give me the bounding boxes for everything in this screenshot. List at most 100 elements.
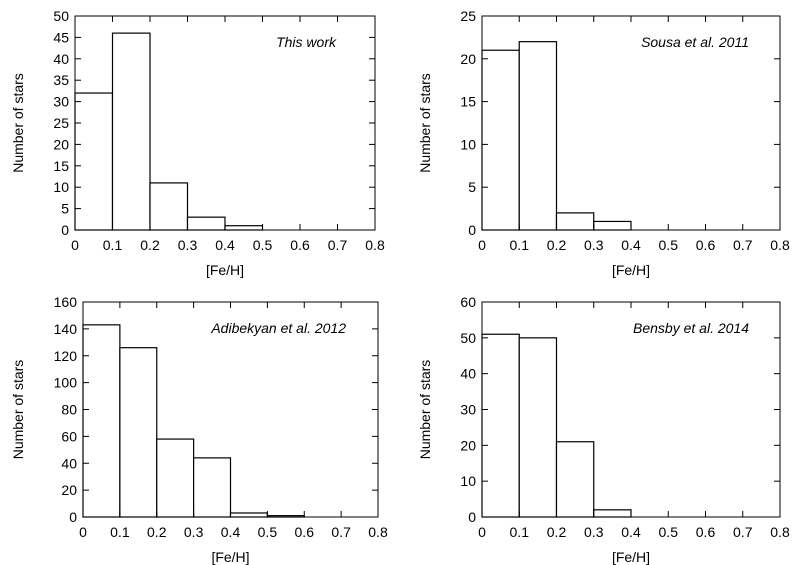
- x-tick-label: 0.8: [770, 237, 790, 253]
- histogram-bar: [229, 512, 268, 518]
- panel-adibekyan-2012: 0 0.1 0.2 0.3 0.4 0.5 0.6 0.7 0.8 0 20 40 60 80 100 120…: [10, 294, 388, 565]
- y-axis-title: Number of stars: [10, 73, 26, 173]
- x-tick-label: 0.2: [547, 237, 567, 253]
- x-tick-label: 0.5: [258, 524, 278, 540]
- histogram-bar: [156, 438, 195, 518]
- y-tick-label: 45: [53, 29, 69, 45]
- y-tick-label: 25: [460, 8, 476, 24]
- x-tick-label: 0.8: [365, 237, 385, 253]
- y-tick-label: 140: [54, 321, 78, 337]
- x-tick-label: 0: [478, 237, 486, 253]
- y-tick-label: 80: [61, 402, 77, 418]
- x-tick-label: 0.4: [221, 524, 241, 540]
- x-tick-label: 0.6: [295, 524, 315, 540]
- y-tick-label: 35: [53, 72, 69, 88]
- x-tick-label: 0.6: [290, 237, 310, 253]
- y-tick-label: 0: [468, 222, 476, 238]
- y-tick-label: 15: [460, 94, 476, 110]
- x-tick-label: 0.1: [103, 237, 123, 253]
- histogram-bar: [224, 225, 264, 231]
- y-tick-label: 20: [460, 51, 476, 67]
- x-tick-label: 0.8: [368, 524, 388, 540]
- y-tick-label: 40: [61, 455, 77, 471]
- panel-annotation: Adibekyan et al. 2012: [210, 320, 346, 336]
- x-tick-label: 0.4: [215, 237, 235, 253]
- panel-this-work: 0 0.1 0.2 0.3 0.4 0.5 0.6 0.7 0.8 0 5 10 15 20 25 30 35 4…: [10, 8, 385, 278]
- y-tick-label: 30: [460, 402, 476, 418]
- x-tick-label: 0.8: [770, 524, 790, 540]
- y-tick-label: 25: [53, 115, 69, 131]
- x-tick-label: 0.5: [659, 237, 679, 253]
- histogram-bar: [119, 347, 158, 518]
- y-tick-label: 120: [54, 348, 78, 364]
- y-tick-label: 50: [53, 8, 69, 24]
- histogram-bar: [193, 457, 232, 518]
- histogram-bar: [555, 212, 595, 231]
- histogram-bar: [593, 509, 632, 518]
- x-tick-label: 0.1: [110, 524, 130, 540]
- histogram-bar: [518, 41, 558, 231]
- x-axis-title: [Fe/H]: [612, 262, 650, 278]
- x-tick-label: 0.5: [253, 237, 273, 253]
- y-tick-label: 20: [460, 437, 476, 453]
- x-tick-label: 0.1: [510, 524, 530, 540]
- y-tick-label: 20: [53, 136, 69, 152]
- panel-annotation: Sousa et al. 2011: [641, 34, 749, 50]
- histogram-bar: [186, 216, 226, 231]
- y-tick-label: 0: [69, 509, 77, 525]
- panel-annotation: Bensby et al. 2014: [633, 320, 749, 336]
- x-tick-label: 0: [478, 524, 486, 540]
- histogram-bar: [555, 441, 595, 518]
- x-tick-label: 0.7: [733, 524, 753, 540]
- x-tick-label: 0: [71, 237, 79, 253]
- histogram-bar: [111, 32, 151, 231]
- histogram-bar: [593, 220, 632, 231]
- x-tick-label: 0.5: [659, 524, 679, 540]
- panel-annotation: This work: [276, 34, 337, 50]
- y-tick-label: 60: [61, 428, 77, 444]
- y-tick-label: 160: [54, 294, 78, 310]
- y-tick-label: 15: [53, 158, 69, 174]
- y-axis-title: Number of stars: [417, 73, 433, 173]
- y-tick-label: 0: [468, 509, 476, 525]
- y-tick-label: 50: [460, 330, 476, 346]
- y-tick-label: 10: [460, 473, 476, 489]
- x-axis-title: [Fe/H]: [206, 262, 244, 278]
- y-axis-title: Number of stars: [417, 360, 433, 460]
- histogram-bar: [74, 92, 114, 231]
- y-tick-label: 60: [460, 294, 476, 310]
- x-tick-label: 0.3: [184, 524, 204, 540]
- x-tick-label: 0.2: [547, 524, 567, 540]
- y-tick-label: 100: [54, 375, 78, 391]
- y-tick-label: 0: [61, 222, 69, 238]
- x-tick-label: 0.6: [696, 524, 716, 540]
- y-axis-title: Number of stars: [10, 360, 26, 460]
- histogram-bar: [82, 324, 121, 518]
- histogram-bar: [481, 333, 520, 518]
- x-axis-title: [Fe/H]: [211, 549, 249, 565]
- x-tick-label: 0.4: [621, 237, 641, 253]
- y-tick-label: 40: [53, 51, 69, 67]
- histogram-bar: [149, 182, 189, 231]
- x-tick-label: 0: [79, 524, 87, 540]
- y-tick-label: 40: [460, 366, 476, 382]
- y-tick-label: 20: [61, 482, 77, 498]
- x-tick-label: 0.3: [178, 237, 198, 253]
- x-tick-label: 0.3: [584, 524, 604, 540]
- panel-sousa-2011: 0 0.1 0.2 0.3 0.4 0.5 0.6 0.7 0.8 0 5 10 15 20 25 [Fe/H…: [417, 8, 790, 278]
- y-tick-label: 10: [53, 179, 69, 195]
- histogram-bar: [518, 337, 558, 518]
- y-tick-label: 5: [61, 201, 69, 217]
- x-tick-label: 0.3: [584, 237, 604, 253]
- panel-bensby-2014: 0 0.1 0.2 0.3 0.4 0.5 0.6 0.7 0.8 0 10 20 30 40 50 60 [F…: [417, 294, 790, 565]
- x-tick-label: 0.7: [328, 237, 348, 253]
- x-tick-label: 0.7: [331, 524, 351, 540]
- x-tick-label: 0.4: [621, 524, 641, 540]
- y-tick-label: 10: [460, 136, 476, 152]
- histogram-bar: [481, 49, 520, 231]
- x-tick-label: 0.2: [140, 237, 160, 253]
- y-tick-label: 5: [468, 179, 476, 195]
- x-axis-title: [Fe/H]: [612, 549, 650, 565]
- y-tick-label: 30: [53, 94, 69, 110]
